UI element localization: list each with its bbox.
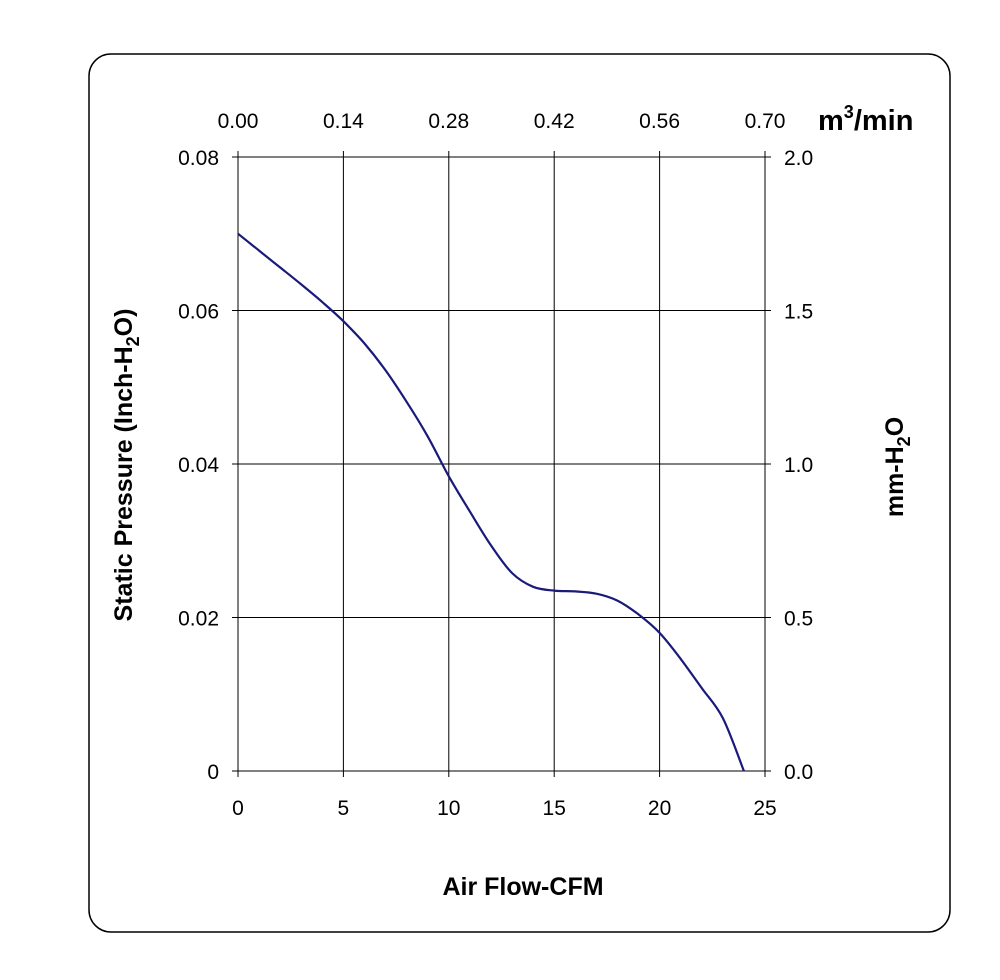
tick-labels: 0 0.00 5 0.14 10 0.28 15 0.42 20 0.56 25 0.70 0 0.0 0.… [178,110,813,820]
y2-tick-label: 0.0 [784,761,813,784]
x-tick-label: 5 [338,797,350,820]
y-axis-title: Static Pressure (Inch-H2O) [110,309,143,622]
series-line [237,232,745,772]
y2-tick-label: 0.5 [784,608,813,631]
x2-tick-label: 0.28 [428,110,469,133]
y-tick-label: 0.08 [178,147,219,170]
x2-tick-label: 0.00 [218,110,259,133]
grid [232,151,771,777]
x-axis-title: Air Flow-CFM [442,873,603,901]
y2-tick-label: 1.0 [784,454,813,477]
x2-axis-title: m3/min [818,102,913,137]
y2-tick-label: 2.0 [784,147,813,170]
x2-tick-label: 0.56 [639,110,680,133]
x-tick-label: 15 [543,797,566,820]
x-tick-label: 25 [753,797,776,820]
y-tick-label: 0.02 [178,608,219,631]
x2-tick-label: 0.14 [323,110,364,133]
y-tick-label: 0.06 [178,301,219,324]
x-tick-label: 10 [437,797,460,820]
x2-tick-label: 0.42 [534,110,575,133]
y2-axis-title: mm-H2O [881,417,914,517]
x-tick-label: 20 [648,797,671,820]
y-tick-label: 0 [207,761,219,784]
x2-tick-label: 0.70 [745,110,786,133]
chart-frame [88,53,951,933]
y-tick-label: 0.04 [178,454,219,477]
x-tick-label: 0 [232,797,244,820]
y2-tick-label: 1.5 [784,301,813,324]
